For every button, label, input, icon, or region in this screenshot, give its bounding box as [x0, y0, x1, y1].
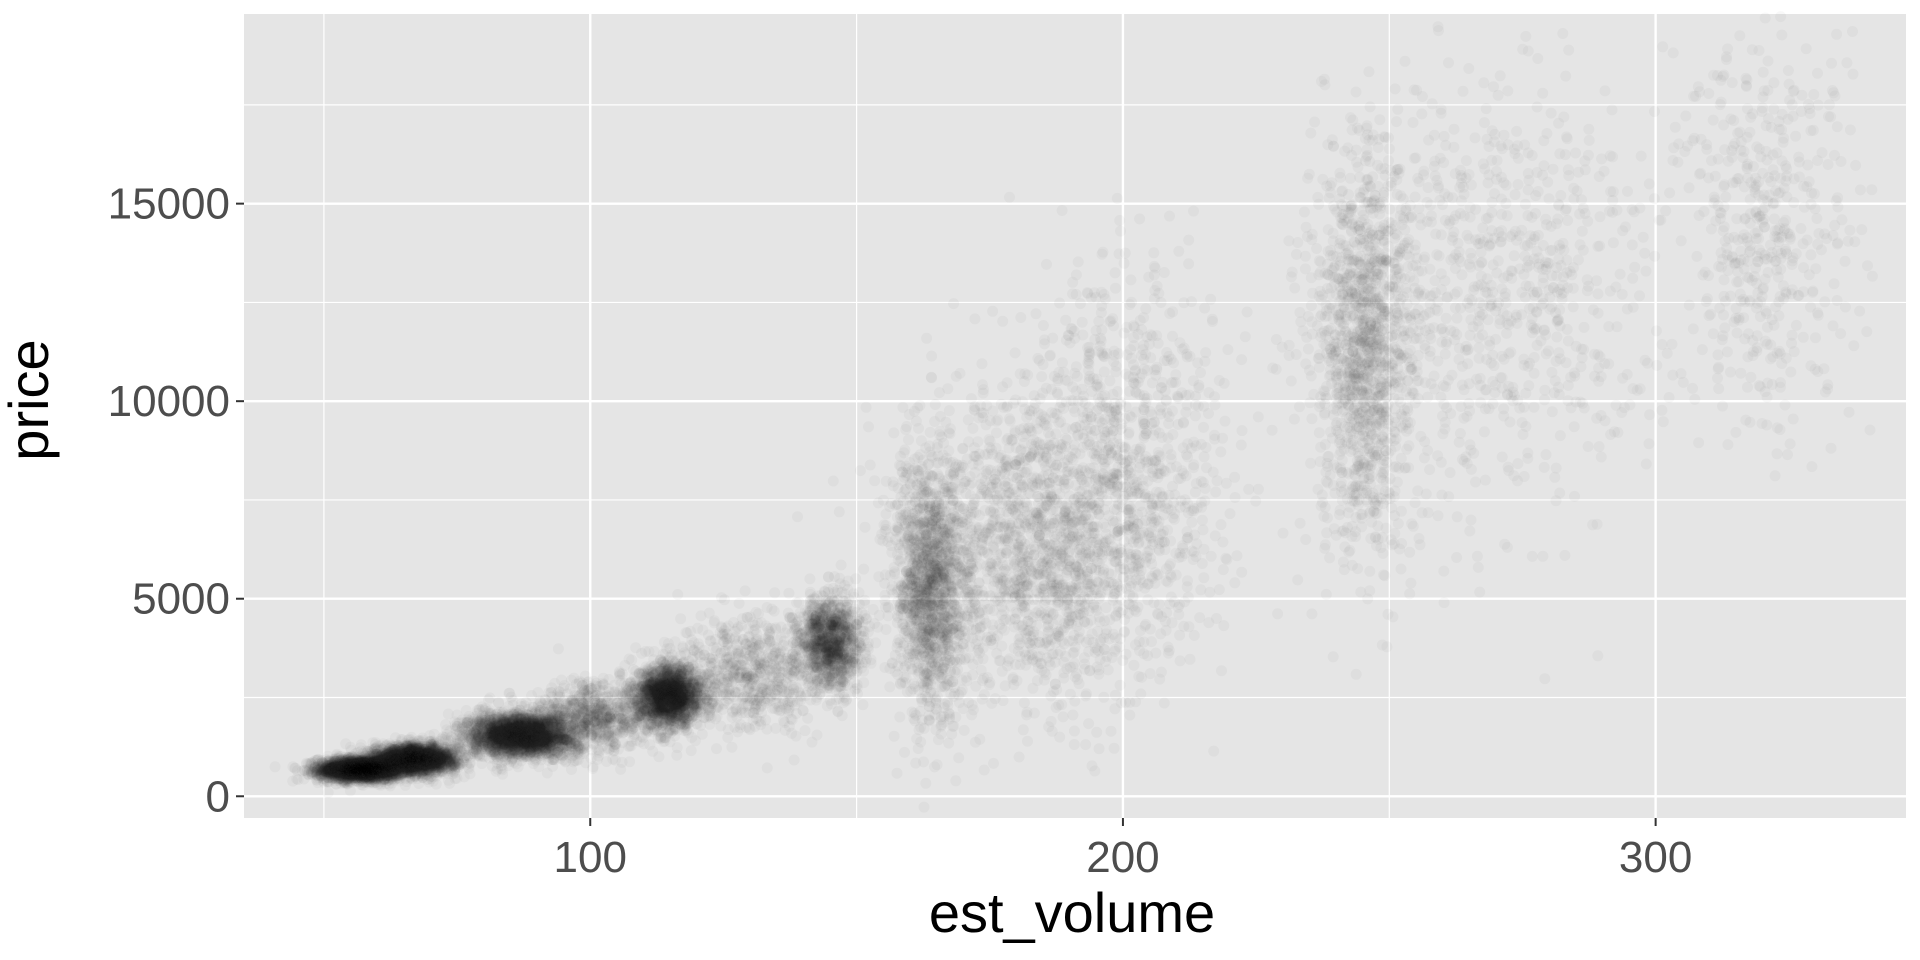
- data-point: [290, 763, 301, 774]
- data-point: [313, 754, 324, 765]
- data-point: [419, 749, 430, 760]
- data-point: [401, 754, 412, 765]
- data-point: [406, 767, 417, 778]
- panel-background: [244, 14, 1906, 818]
- data-point: [291, 773, 302, 784]
- major-gridlines: [244, 14, 1906, 818]
- data-point: [439, 754, 450, 765]
- data-point: [302, 766, 313, 777]
- data-point: [356, 739, 367, 750]
- data-point: [391, 754, 402, 765]
- data-point: [323, 787, 334, 798]
- data-point: [378, 738, 389, 749]
- data-point: [270, 761, 281, 772]
- minor-gridlines: [244, 14, 1906, 818]
- data-point: [340, 738, 351, 749]
- data-point: [322, 751, 333, 762]
- data-point: [365, 745, 376, 756]
- data-point: [341, 751, 352, 762]
- data-point: [365, 766, 376, 777]
- data-point: [427, 758, 438, 769]
- data-point: [332, 764, 343, 775]
